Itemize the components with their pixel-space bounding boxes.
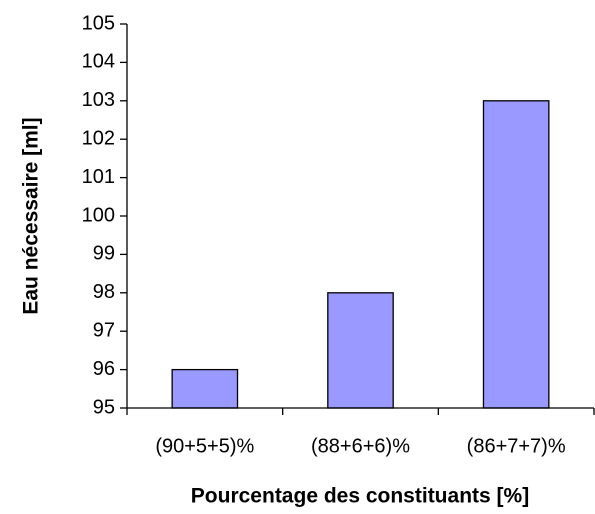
y-tick-label: 98 [93,281,115,303]
y-tick-label: 100 [82,204,115,226]
y-tick-label: 103 [82,89,115,111]
y-tick-label: 95 [93,396,115,418]
x-tick-label: (86+7+7)% [467,435,566,457]
x-tick-label: (88+6+6)% [311,435,410,457]
bar [482,100,550,409]
y-tick-label: 99 [93,243,115,265]
x-tick-label: (90+5+5)% [155,435,254,457]
y-tick-label: 102 [82,127,115,149]
y-tick-label: 97 [93,319,115,341]
x-axis-title: Pourcentage des constituants [%] [191,485,529,508]
y-tick-label: 104 [82,51,115,73]
bar [327,292,394,409]
bar [171,368,239,409]
y-tick-label: 96 [93,358,115,380]
y-tick-label: 105 [82,12,115,34]
y-axis-title: Eau nécessaire [ml] [20,117,43,314]
y-tick-label: 101 [82,166,115,188]
